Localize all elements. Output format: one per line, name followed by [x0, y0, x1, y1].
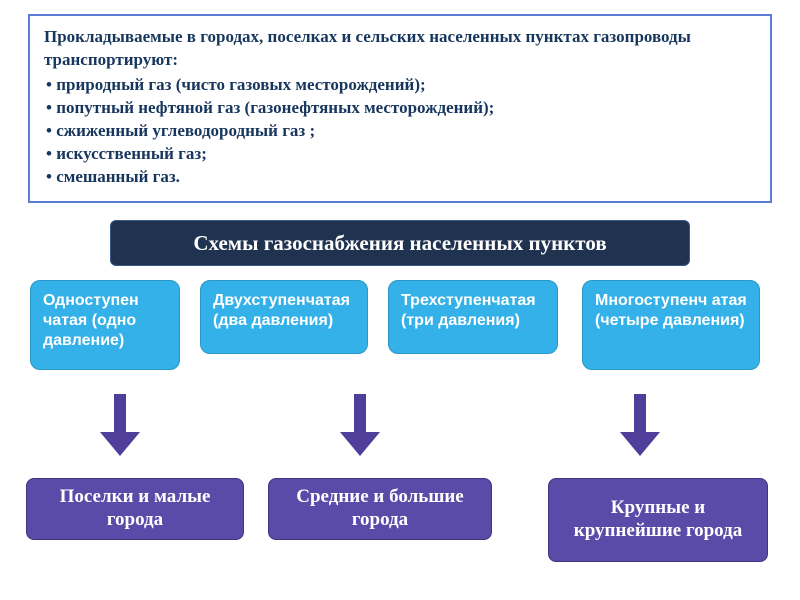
scheme-box-2: Двухступенчатая (два давления) — [200, 280, 368, 354]
info-list: природный газ (чисто газовых месторожден… — [44, 74, 756, 189]
city-box-3: Крупные и крупнейшие города — [548, 478, 768, 562]
info-item: природный газ (чисто газовых месторожден… — [46, 74, 756, 97]
info-item: попутный нефтяной газ (газонефтяных мест… — [46, 97, 756, 120]
arrow-down-icon — [340, 394, 380, 458]
info-item: искусственный газ; — [46, 143, 756, 166]
info-item: сжиженный углеводородный газ ; — [46, 120, 756, 143]
info-panel: Прокладываемые в городах, поселках и сел… — [28, 14, 772, 203]
scheme-box-4: Многоступенч атая (четыре давления) — [582, 280, 760, 370]
arrow-down-icon — [620, 394, 660, 458]
diagram-title: Схемы газоснабжения населенных пунктов — [110, 220, 690, 266]
city-box-1: Поселки и малые города — [26, 478, 244, 540]
city-box-2: Средние и большие города — [268, 478, 492, 540]
info-intro: Прокладываемые в городах, поселках и сел… — [44, 26, 756, 72]
scheme-box-1: Одноступен чатая (одно давление) — [30, 280, 180, 370]
scheme-box-3: Трехступенчатая (три давления) — [388, 280, 558, 354]
arrow-down-icon — [100, 394, 140, 458]
info-item: смешанный газ. — [46, 166, 756, 189]
